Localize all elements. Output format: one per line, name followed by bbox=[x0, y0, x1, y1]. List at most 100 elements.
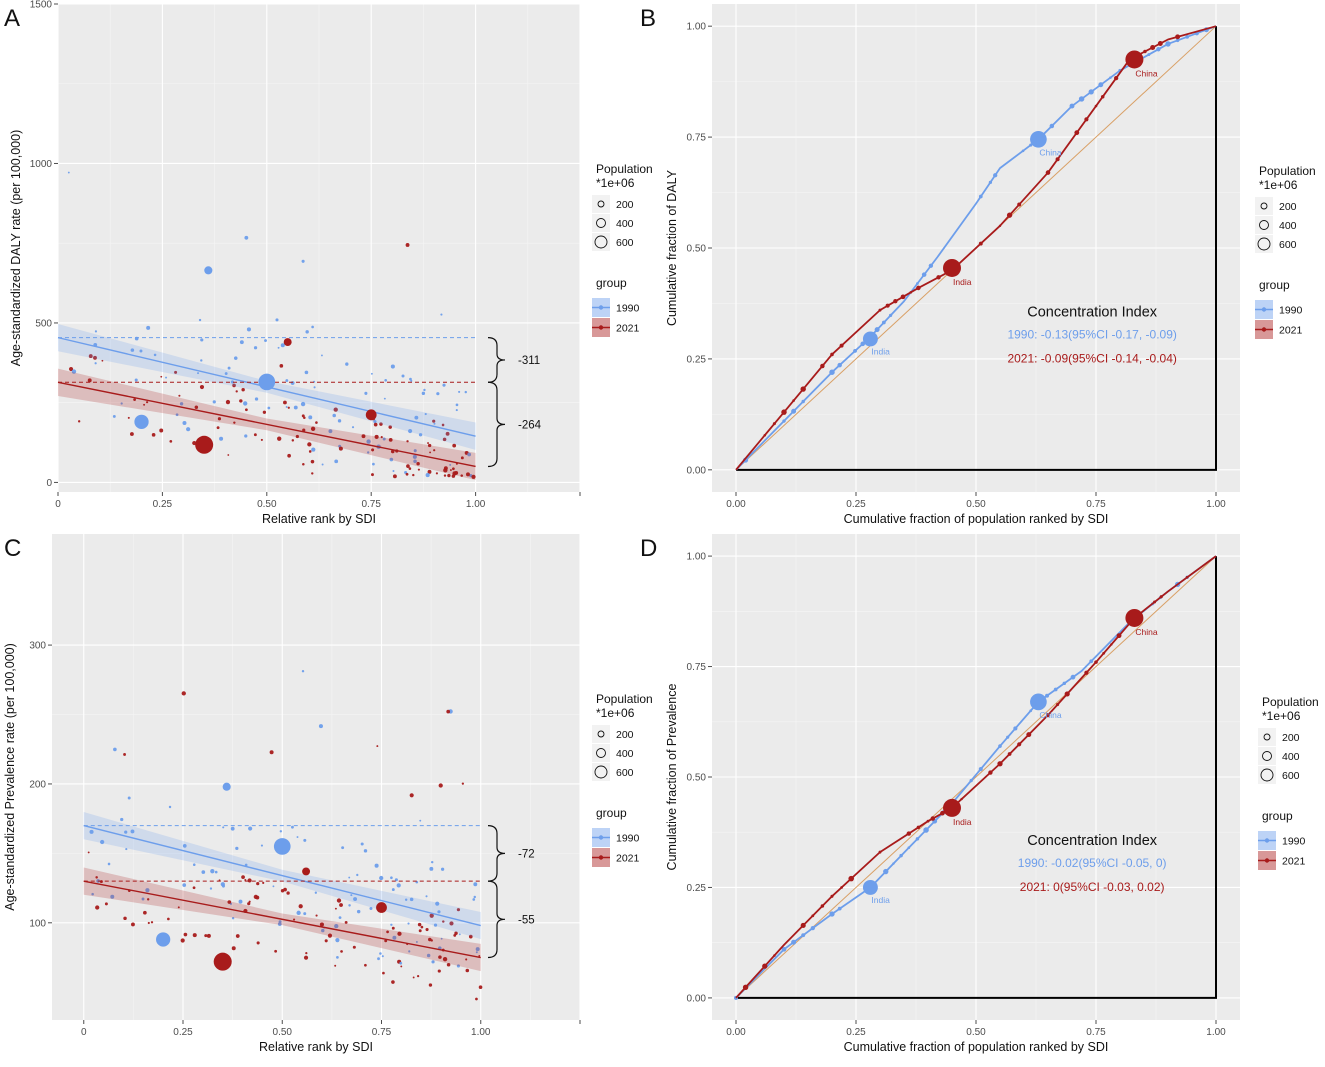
point-2021 bbox=[279, 364, 284, 368]
bracket-label-lower: -55 bbox=[518, 914, 535, 926]
point-1990 bbox=[311, 325, 314, 329]
legend-pop-title: Population bbox=[1262, 695, 1319, 709]
point-1990 bbox=[91, 892, 94, 896]
point-1990 bbox=[442, 383, 446, 387]
point-label: India bbox=[953, 277, 972, 287]
point-2021 bbox=[339, 903, 343, 907]
point-1990 bbox=[139, 349, 143, 353]
point-2021 bbox=[123, 753, 126, 756]
point-2021 bbox=[446, 709, 451, 714]
point-2021 bbox=[178, 394, 181, 397]
point-2021 bbox=[1026, 732, 1032, 738]
point-1990 bbox=[182, 844, 187, 848]
legend-size-key bbox=[597, 730, 605, 738]
point-2021 bbox=[416, 975, 420, 978]
point-1990 bbox=[433, 923, 438, 927]
point-2021 bbox=[232, 383, 236, 388]
point-1990 bbox=[341, 846, 345, 850]
point-2021 bbox=[247, 902, 251, 906]
highlight-point-2021 bbox=[1125, 608, 1144, 627]
point-2021 bbox=[391, 926, 395, 930]
point-2021 bbox=[101, 359, 104, 362]
point-2021 bbox=[1045, 713, 1051, 718]
point-1990 bbox=[928, 263, 934, 268]
panel-letter: D bbox=[640, 535, 657, 562]
point-2021 bbox=[452, 443, 457, 448]
point-2021 bbox=[800, 922, 806, 929]
point-1990 bbox=[253, 346, 258, 350]
point-1990 bbox=[472, 898, 476, 901]
point-2021 bbox=[445, 431, 450, 436]
point-2021 bbox=[1150, 44, 1156, 50]
point-2021 bbox=[800, 386, 806, 392]
point-1990 bbox=[1053, 687, 1058, 692]
point-2021 bbox=[227, 900, 232, 904]
legend-d: Population*1e+06 200 400 600 group 1990 2021 bbox=[1258, 695, 1319, 870]
point-1990 bbox=[1147, 53, 1151, 57]
point-1990 bbox=[829, 369, 835, 375]
point-2021 bbox=[77, 420, 81, 423]
point-2021 bbox=[449, 469, 452, 472]
point-2021 bbox=[277, 436, 282, 441]
point-2021 bbox=[262, 410, 267, 414]
point-2021 bbox=[256, 941, 260, 945]
point-1990 bbox=[374, 863, 379, 868]
point-2021 bbox=[183, 932, 188, 937]
legend-size-label: 400 bbox=[1279, 220, 1297, 232]
panel-letter: B bbox=[640, 5, 656, 32]
point-1990 bbox=[475, 947, 480, 952]
highlight-point-2021 bbox=[943, 258, 961, 277]
point-2021 bbox=[781, 409, 787, 415]
legend-pop-subtitle: *1e+06 bbox=[596, 706, 635, 720]
point-2021 bbox=[241, 388, 245, 392]
point-2021 bbox=[906, 831, 912, 836]
point-2021 bbox=[1116, 633, 1122, 639]
point-1990 bbox=[1078, 96, 1085, 102]
point-2021 bbox=[441, 423, 445, 427]
panel-letter: A bbox=[4, 5, 20, 32]
point-2021 bbox=[361, 434, 366, 439]
point-2021 bbox=[792, 399, 795, 402]
point-2021 bbox=[438, 955, 442, 959]
point-2021 bbox=[811, 914, 815, 918]
point-1990 bbox=[392, 935, 397, 940]
legend-group-label: 2021 bbox=[616, 853, 640, 865]
point-1990 bbox=[304, 370, 309, 375]
point-2021 bbox=[373, 422, 378, 427]
point-1990 bbox=[394, 878, 398, 882]
point-1990 bbox=[449, 463, 452, 466]
point-2021 bbox=[227, 454, 230, 456]
point-2021 bbox=[87, 851, 90, 854]
point-1990 bbox=[373, 419, 377, 424]
point-1990 bbox=[978, 766, 983, 772]
point-1990 bbox=[67, 171, 70, 174]
legend-group-title: group bbox=[1262, 809, 1293, 823]
point-1990 bbox=[458, 933, 461, 936]
x-axis-title: Cumulative fraction of population ranked… bbox=[844, 512, 1109, 526]
point-1990 bbox=[113, 747, 117, 752]
point-1990 bbox=[353, 897, 358, 902]
highlight-point-1990 bbox=[862, 880, 878, 895]
point-2021 bbox=[181, 691, 186, 696]
x-tick-label: 0.50 bbox=[966, 499, 986, 510]
legend-size-key bbox=[596, 748, 606, 758]
point-1990 bbox=[899, 853, 903, 858]
point-1990 bbox=[1175, 38, 1180, 43]
x-tick-label: 0 bbox=[55, 499, 61, 510]
point-1990 bbox=[390, 876, 393, 880]
x-tick-label: 1.00 bbox=[1206, 1027, 1226, 1038]
point-1990 bbox=[112, 414, 116, 418]
point-1990 bbox=[267, 406, 271, 410]
highlight-point-2021 bbox=[376, 902, 387, 913]
point-2021 bbox=[773, 954, 776, 957]
legend-pop-subtitle: *1e+06 bbox=[1262, 709, 1301, 723]
point-1990 bbox=[350, 894, 353, 897]
point-2021 bbox=[442, 437, 447, 442]
legend-size-label: 400 bbox=[616, 748, 634, 760]
equality-line bbox=[735, 555, 1217, 999]
point-1990 bbox=[145, 888, 150, 893]
point-2021 bbox=[217, 417, 222, 421]
point-2021 bbox=[199, 384, 205, 390]
highlight-point-1990 bbox=[258, 373, 276, 391]
point-1990 bbox=[332, 413, 336, 418]
